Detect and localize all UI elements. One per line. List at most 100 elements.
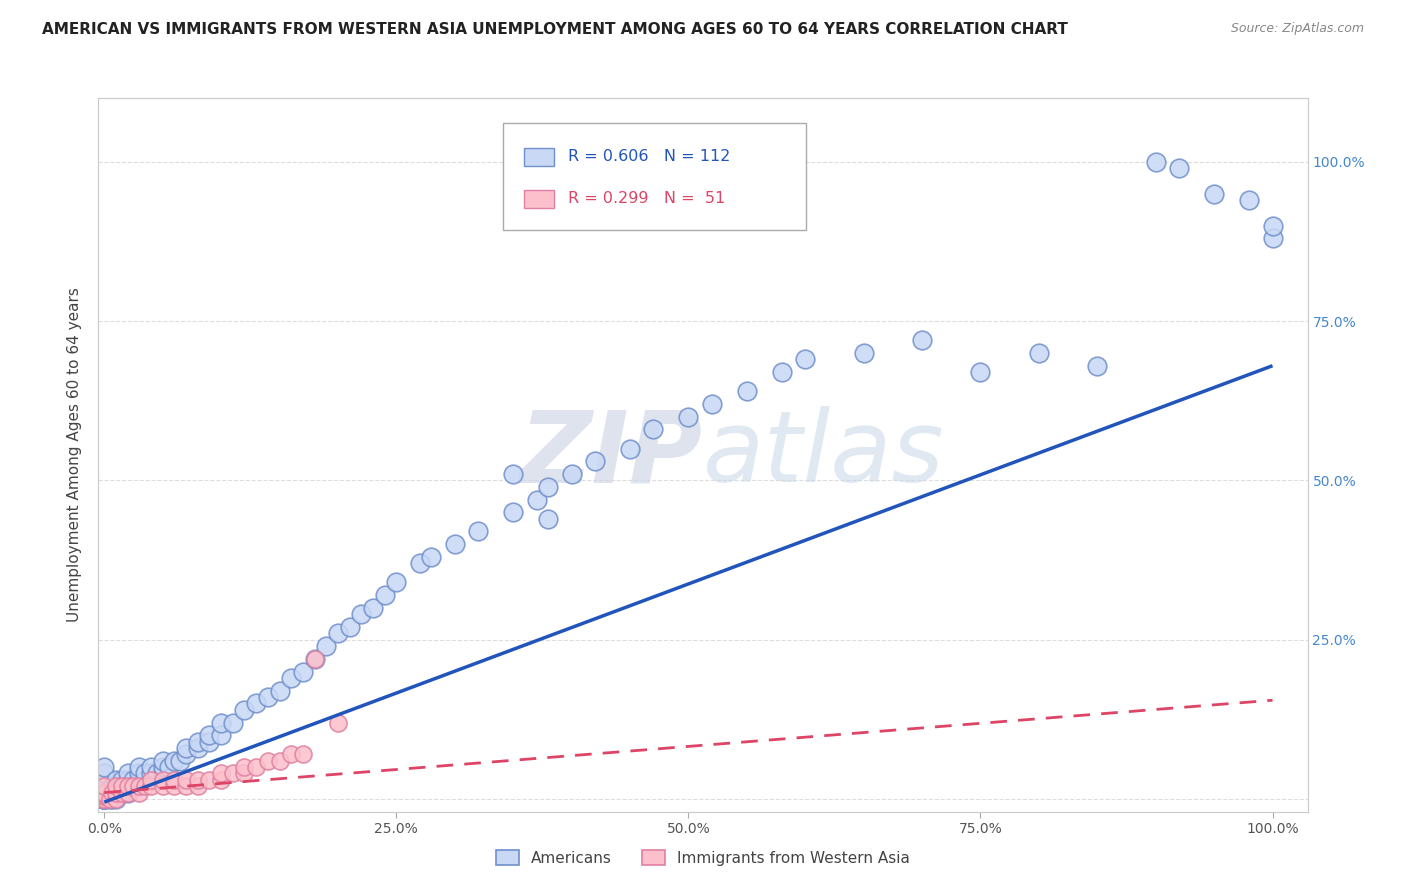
Point bbox=[93, 789, 115, 803]
Point bbox=[157, 760, 180, 774]
Point bbox=[374, 588, 396, 602]
Point bbox=[93, 788, 115, 802]
Point bbox=[98, 792, 121, 806]
Point bbox=[526, 492, 548, 507]
Point bbox=[93, 792, 115, 806]
Point bbox=[735, 384, 758, 399]
Point bbox=[93, 789, 115, 803]
Text: atlas: atlas bbox=[703, 407, 945, 503]
Point bbox=[107, 786, 129, 800]
Point bbox=[174, 741, 197, 756]
Text: R = 0.606   N = 112: R = 0.606 N = 112 bbox=[568, 149, 730, 164]
Point bbox=[93, 779, 115, 793]
Point bbox=[98, 792, 121, 806]
Point bbox=[93, 786, 115, 800]
Point bbox=[163, 754, 186, 768]
Point bbox=[101, 779, 124, 793]
Point bbox=[93, 792, 115, 806]
Point bbox=[128, 766, 150, 780]
Point bbox=[117, 779, 139, 793]
Point bbox=[104, 792, 127, 806]
Point bbox=[1204, 186, 1226, 201]
Point bbox=[93, 792, 115, 806]
Point bbox=[174, 747, 197, 762]
Point bbox=[93, 792, 115, 806]
Point bbox=[128, 760, 150, 774]
Point bbox=[93, 792, 115, 806]
Point bbox=[304, 652, 326, 666]
Point bbox=[128, 786, 150, 800]
Point bbox=[128, 779, 150, 793]
Point bbox=[93, 786, 115, 800]
Point bbox=[409, 556, 432, 570]
Point bbox=[280, 671, 302, 685]
Point bbox=[222, 766, 245, 780]
Point bbox=[187, 741, 209, 756]
Point bbox=[93, 792, 115, 806]
Point bbox=[93, 792, 115, 806]
Point bbox=[269, 683, 291, 698]
Point bbox=[93, 789, 115, 803]
Point bbox=[385, 575, 408, 590]
Point bbox=[93, 786, 115, 800]
Point bbox=[134, 779, 156, 793]
Point bbox=[502, 505, 524, 519]
Point bbox=[537, 511, 560, 525]
Point bbox=[561, 467, 583, 481]
Point bbox=[443, 537, 465, 551]
Point bbox=[911, 333, 934, 347]
Point bbox=[104, 772, 127, 787]
Point bbox=[104, 779, 127, 793]
Point bbox=[1261, 231, 1284, 245]
Point bbox=[169, 754, 191, 768]
FancyBboxPatch shape bbox=[503, 123, 806, 230]
Point bbox=[139, 772, 162, 787]
Point bbox=[93, 779, 115, 793]
Point bbox=[93, 789, 115, 803]
Point bbox=[122, 779, 145, 793]
Point bbox=[291, 665, 314, 679]
Point bbox=[233, 760, 256, 774]
Point bbox=[93, 786, 115, 800]
Point bbox=[643, 422, 665, 436]
Point bbox=[111, 772, 134, 787]
Point bbox=[122, 772, 145, 787]
Point bbox=[245, 760, 267, 774]
Point bbox=[280, 747, 302, 762]
Point bbox=[794, 352, 817, 367]
Point bbox=[117, 779, 139, 793]
Point bbox=[187, 772, 209, 787]
Point bbox=[93, 792, 115, 806]
Point bbox=[101, 792, 124, 806]
Point bbox=[93, 786, 115, 800]
Point bbox=[93, 772, 115, 787]
Point bbox=[269, 754, 291, 768]
Point bbox=[104, 786, 127, 800]
Point bbox=[111, 779, 134, 793]
Point bbox=[326, 626, 349, 640]
Point bbox=[93, 786, 115, 800]
Point bbox=[93, 789, 115, 803]
Point bbox=[98, 786, 121, 800]
Point bbox=[163, 779, 186, 793]
Point bbox=[134, 766, 156, 780]
Legend: Americans, Immigrants from Western Asia: Americans, Immigrants from Western Asia bbox=[489, 844, 917, 871]
FancyBboxPatch shape bbox=[524, 148, 554, 166]
Point bbox=[339, 620, 361, 634]
Point bbox=[209, 728, 232, 742]
Point bbox=[104, 792, 127, 806]
FancyBboxPatch shape bbox=[524, 190, 554, 208]
Point bbox=[93, 788, 115, 802]
Point bbox=[969, 365, 991, 379]
Point bbox=[209, 715, 232, 730]
Point bbox=[93, 792, 115, 806]
Point bbox=[420, 549, 443, 564]
Point bbox=[93, 792, 115, 806]
Point bbox=[256, 754, 278, 768]
Point bbox=[152, 754, 174, 768]
Point bbox=[117, 786, 139, 800]
Point bbox=[222, 715, 245, 730]
Point bbox=[467, 524, 489, 539]
Point bbox=[350, 607, 373, 622]
Point bbox=[174, 772, 197, 787]
